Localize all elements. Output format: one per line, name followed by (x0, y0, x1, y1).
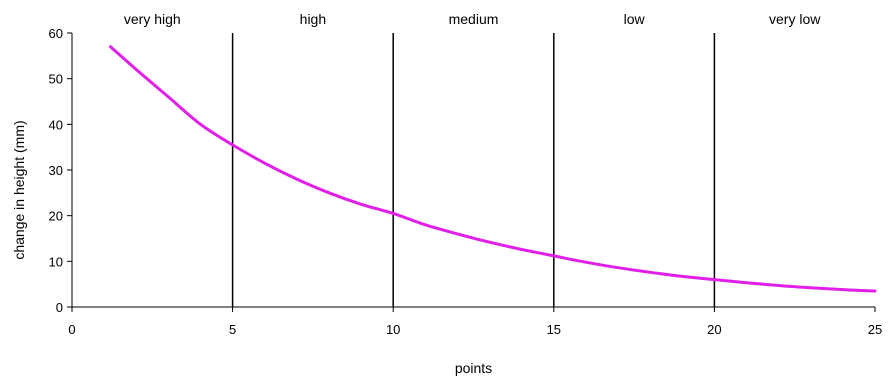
y-axis-title: change in height (mm) (11, 120, 27, 259)
y-tick-label-20: 20 (49, 209, 63, 224)
series-line-1 (109, 45, 877, 293)
y-tick-label-10: 10 (49, 254, 63, 269)
band-label-5: very low (769, 11, 821, 27)
y-tick-label-0: 0 (56, 300, 63, 315)
x-tick-label-20: 20 (707, 322, 721, 337)
x-tick-label-25: 25 (868, 322, 882, 337)
axes: 0 10 20 30 40 50 60 0 5 10 15 20 25 (49, 26, 883, 337)
series-layer (109, 45, 877, 293)
x-tick-label-15: 15 (547, 322, 561, 337)
y-tick-label-60: 60 (49, 26, 63, 41)
band-label-4: low (624, 11, 646, 27)
x-tick-label-5: 5 (229, 322, 236, 337)
band-label-2: high (300, 11, 326, 27)
x-axis-title: points (455, 360, 492, 376)
y-tick-label-30: 30 (49, 163, 63, 178)
band-label-1: very high (124, 11, 181, 27)
band-layer: very high high medium low very low (124, 11, 821, 307)
x-tick-label-0: 0 (68, 322, 75, 337)
x-tick-label-10: 10 (386, 322, 400, 337)
y-tick-label-50: 50 (49, 72, 63, 87)
y-tick-label-40: 40 (49, 117, 63, 132)
band-label-3: medium (449, 11, 499, 27)
